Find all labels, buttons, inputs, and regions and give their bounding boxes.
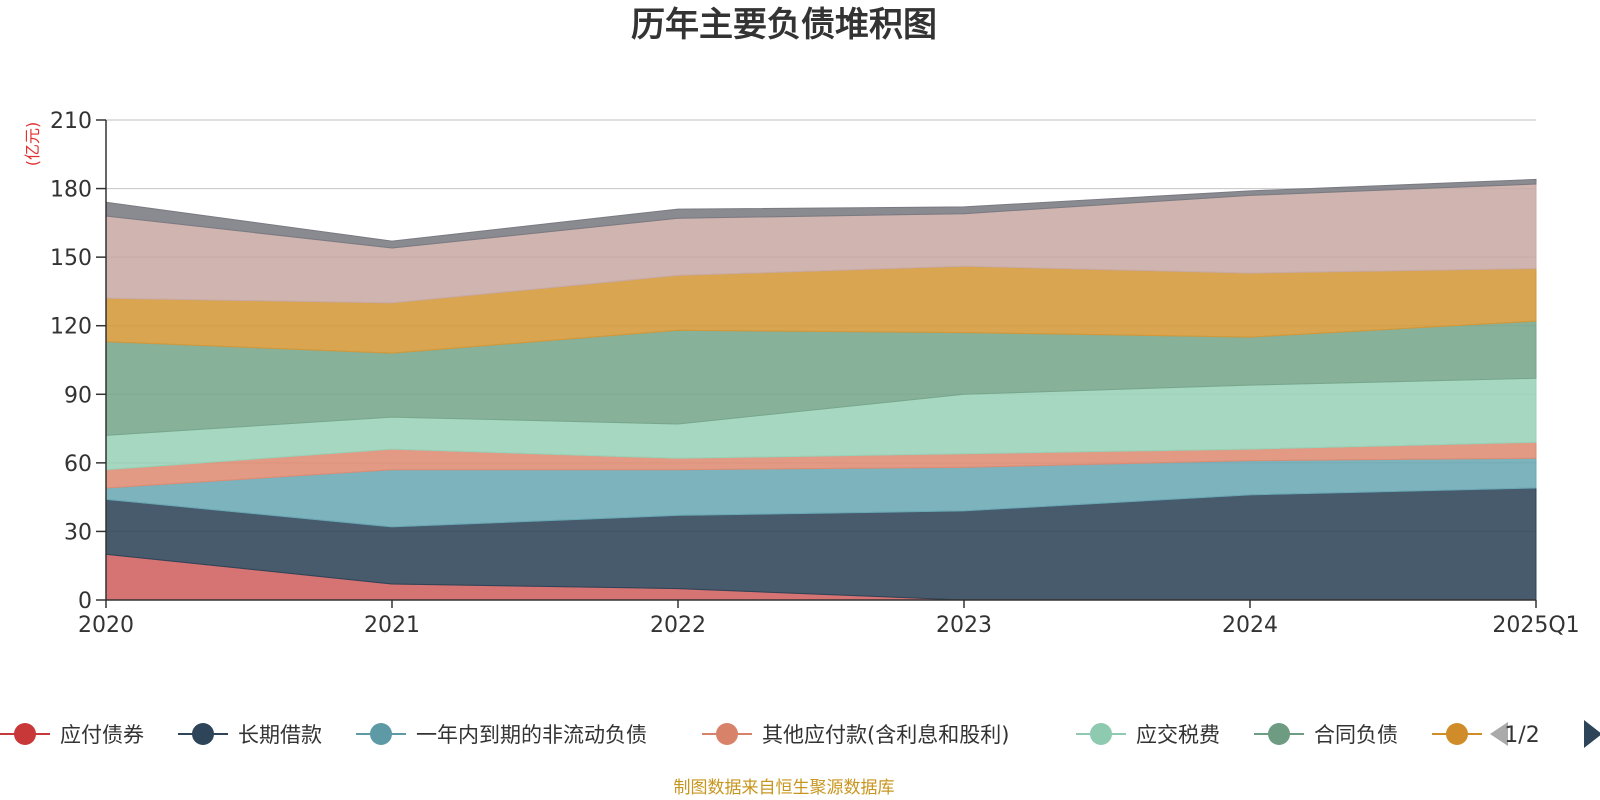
legend-marker-3	[716, 723, 738, 745]
legend-marker-1	[192, 723, 214, 745]
legend-label-4: 应交税费	[1136, 723, 1220, 747]
area-series	[105, 178, 1537, 601]
triangle-right-icon[interactable]	[1584, 720, 1600, 748]
y-tick-label-30: 30	[64, 520, 92, 545]
legend-marker-6	[1446, 723, 1468, 745]
chart-title: 历年主要负债堆积图	[631, 5, 937, 45]
legend-marker-4	[1090, 723, 1112, 745]
legend-page-indicator: 1/2	[1504, 723, 1539, 748]
x-tick-label-4: 2024	[1222, 613, 1278, 638]
legend-label-2: 一年内到期的非流动负债	[416, 723, 647, 747]
legend-item-5[interactable]: 合同负债	[1254, 723, 1398, 747]
legend-item-3[interactable]: 其他应付款(含利息和股利)	[702, 723, 1009, 747]
x-tick-label-5: 2025Q1	[1492, 613, 1579, 638]
legend: 应付债券 长期借款 一年内到期的非流动负债 其他应付款(含利息和股利) 应交税费 合同负债…	[0, 720, 1600, 748]
legend-item-0[interactable]: 应付债券	[0, 723, 144, 747]
legend-item-1[interactable]: 长期借款	[178, 723, 322, 747]
triangle-left-icon[interactable]	[1490, 722, 1508, 746]
legend-marker-0	[14, 723, 36, 745]
x-tick-label-3: 2023	[936, 613, 992, 638]
legend-item-6[interactable]: 应	[1432, 723, 1513, 747]
x-tick-label-2: 2022	[650, 613, 706, 638]
area-series-8	[105, 178, 1537, 249]
legend-label-0: 应付债券	[60, 723, 144, 747]
y-axis-unit-label: (亿元)	[23, 122, 42, 167]
legend-label-1: 长期借款	[238, 723, 322, 747]
y-tick-label-60: 60	[64, 452, 92, 477]
legend-items: 应付债券 长期借款 一年内到期的非流动负债 其他应付款(含利息和股利) 应交税费 合同负债…	[0, 723, 1513, 747]
y-tick-label-180: 180	[50, 178, 92, 203]
y-tick-label-150: 150	[50, 246, 92, 271]
x-tick-label-0: 2020	[78, 613, 134, 638]
legend-marker-5	[1268, 723, 1290, 745]
legend-item-2[interactable]: 一年内到期的非流动负债	[356, 723, 647, 747]
legend-label-3: 其他应付款(含利息和股利)	[762, 723, 1009, 747]
y-tick-label-120: 120	[50, 315, 92, 340]
legend-label-5: 合同负债	[1314, 723, 1398, 747]
y-tick-label-0: 0	[78, 589, 92, 614]
x-tick-label-1: 2021	[364, 613, 420, 638]
legend-marker-2	[370, 723, 392, 745]
y-tick-label-210: 210	[50, 109, 92, 134]
source-note: 制图数据来自恒生聚源数据库	[674, 778, 895, 798]
axes: 0 30 60 90 120 150 180 210 2020 2021 2022 2023 2024 2…	[50, 109, 1580, 638]
y-tick-label-90: 90	[64, 383, 92, 408]
legend-item-4[interactable]: 应交税费	[1076, 723, 1220, 747]
